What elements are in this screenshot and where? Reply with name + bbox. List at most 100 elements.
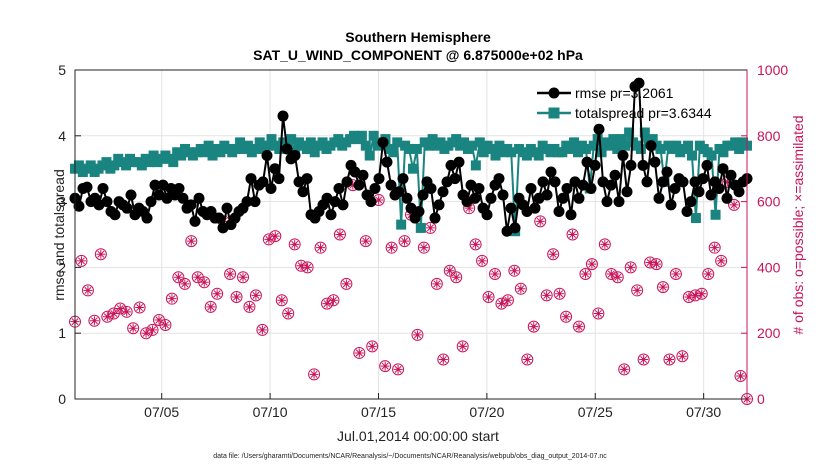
rmse-point — [73, 200, 85, 212]
totalspread-point — [569, 137, 580, 148]
y2-tick-label: 400 — [757, 259, 781, 275]
y-tick-label: 2 — [58, 259, 66, 275]
possible-obs-point — [88, 314, 101, 327]
possible-obs-point — [256, 323, 269, 336]
rmse-point — [493, 173, 505, 185]
possible-obs-point — [340, 277, 353, 290]
assimilated-obs-point — [160, 320, 170, 330]
possible-obs-point — [204, 300, 217, 313]
rmse-point — [609, 169, 621, 181]
possible-obs-point — [456, 340, 469, 353]
rmse-point — [109, 209, 121, 221]
totalspread-point — [573, 147, 584, 158]
rmse-point — [257, 176, 269, 188]
assimilated-obs-point — [328, 295, 338, 305]
rmse-point — [269, 163, 281, 175]
totalspread-point — [305, 137, 316, 148]
assimilated-obs-point — [270, 231, 280, 241]
totalspread-point — [686, 150, 697, 161]
totalspread-point — [647, 134, 658, 145]
possible-obs-point — [702, 267, 715, 280]
possible-obs-point — [417, 241, 430, 254]
x-tick-label: 07/15 — [361, 404, 396, 420]
rmse-point — [617, 150, 629, 162]
plot-area — [75, 70, 747, 399]
possible-obs-point — [508, 264, 521, 277]
totalspread-point — [388, 147, 399, 158]
assimilated-obs-point — [626, 262, 636, 272]
assimilated-obs-point — [535, 216, 545, 226]
assimilated-obs-point — [600, 239, 610, 249]
rmse-point — [685, 196, 697, 208]
data-file-footnote: data file: /Users/gharamti/Documents/NCA… — [213, 453, 607, 460]
totalspread-point — [466, 140, 477, 151]
possible-obs-point — [605, 267, 618, 280]
totalspread-point — [706, 150, 717, 161]
assimilated-obs-point — [613, 272, 623, 282]
assimilated-obs-point — [690, 290, 700, 300]
possible-obs-point — [657, 281, 669, 294]
totalspread-point — [286, 134, 297, 145]
possible-obs-point — [262, 233, 275, 246]
rmse-point — [733, 186, 745, 198]
assimilated-obs-point — [496, 299, 506, 309]
assimilated-obs-point — [736, 371, 746, 381]
possible-obs-point — [547, 248, 560, 261]
totalspread-point — [427, 134, 438, 145]
possible-obs-point — [120, 305, 133, 318]
totalspread-point — [215, 147, 226, 158]
possible-obs-point — [75, 254, 88, 267]
rmse-point — [185, 199, 197, 211]
possible-obs-point — [314, 241, 327, 254]
assimilated-obs-point — [555, 289, 565, 299]
rmse-point — [661, 166, 673, 178]
rmse-point — [341, 176, 353, 188]
assimilated-obs-point — [148, 325, 158, 335]
assimilated-obs-point — [723, 177, 733, 187]
rmse-point — [373, 173, 385, 185]
assimilated-obs-point — [309, 369, 319, 379]
rmse-point — [433, 199, 445, 211]
assimilated-obs-point — [341, 279, 351, 289]
totalspread-point — [506, 147, 517, 158]
assimilated-obs-point — [568, 230, 578, 239]
rmse-point — [325, 209, 337, 221]
totalspread-point — [404, 143, 415, 154]
assimilated-obs-point — [89, 316, 99, 326]
assimilated-obs-point — [593, 308, 603, 318]
y-axis-label: rmse and totalspread — [51, 169, 67, 301]
assimilated-obs-point — [264, 234, 274, 244]
assimilated-obs-point — [128, 323, 138, 333]
y2-tick-label: 800 — [757, 128, 781, 144]
assimilated-obs-point — [361, 236, 371, 246]
rmse-point — [381, 156, 393, 168]
possible-obs-point — [540, 289, 553, 302]
assimilated-obs-point — [387, 243, 397, 253]
possible-obs-point — [637, 353, 650, 366]
assimilated-obs-point — [671, 269, 681, 279]
assimilated-obs-point — [244, 302, 254, 312]
assimilated-obs-point — [303, 262, 313, 272]
possible-obs-point — [224, 267, 237, 280]
rmse-point — [705, 189, 717, 201]
possible-obs-point — [359, 235, 372, 248]
assimilated-obs-point — [232, 292, 242, 302]
rmse-point — [213, 212, 225, 224]
chart-subtitle: SAT_U_WIND_COMPONENT @ 6.875000e+02 hPa — [253, 47, 583, 63]
totalspread-point — [262, 140, 273, 151]
possible-obs-point — [443, 264, 456, 277]
assimilated-obs-point — [412, 330, 422, 340]
totalspread-point — [588, 140, 599, 151]
totalspread-point — [490, 150, 501, 161]
assimilated-obs-point — [257, 325, 267, 335]
possible-obs-point — [676, 350, 689, 363]
rmse-point — [701, 159, 713, 171]
rmse-point — [553, 205, 565, 217]
possible-obs-point — [333, 228, 346, 241]
rmse-point — [413, 205, 425, 217]
x-axis-label: Jul.01,2014 00:00:00 start — [337, 428, 499, 444]
possible-obs-point — [288, 238, 301, 251]
totalspread-point — [565, 143, 576, 154]
totalspread-point — [690, 213, 701, 224]
rmse-point — [245, 173, 257, 185]
